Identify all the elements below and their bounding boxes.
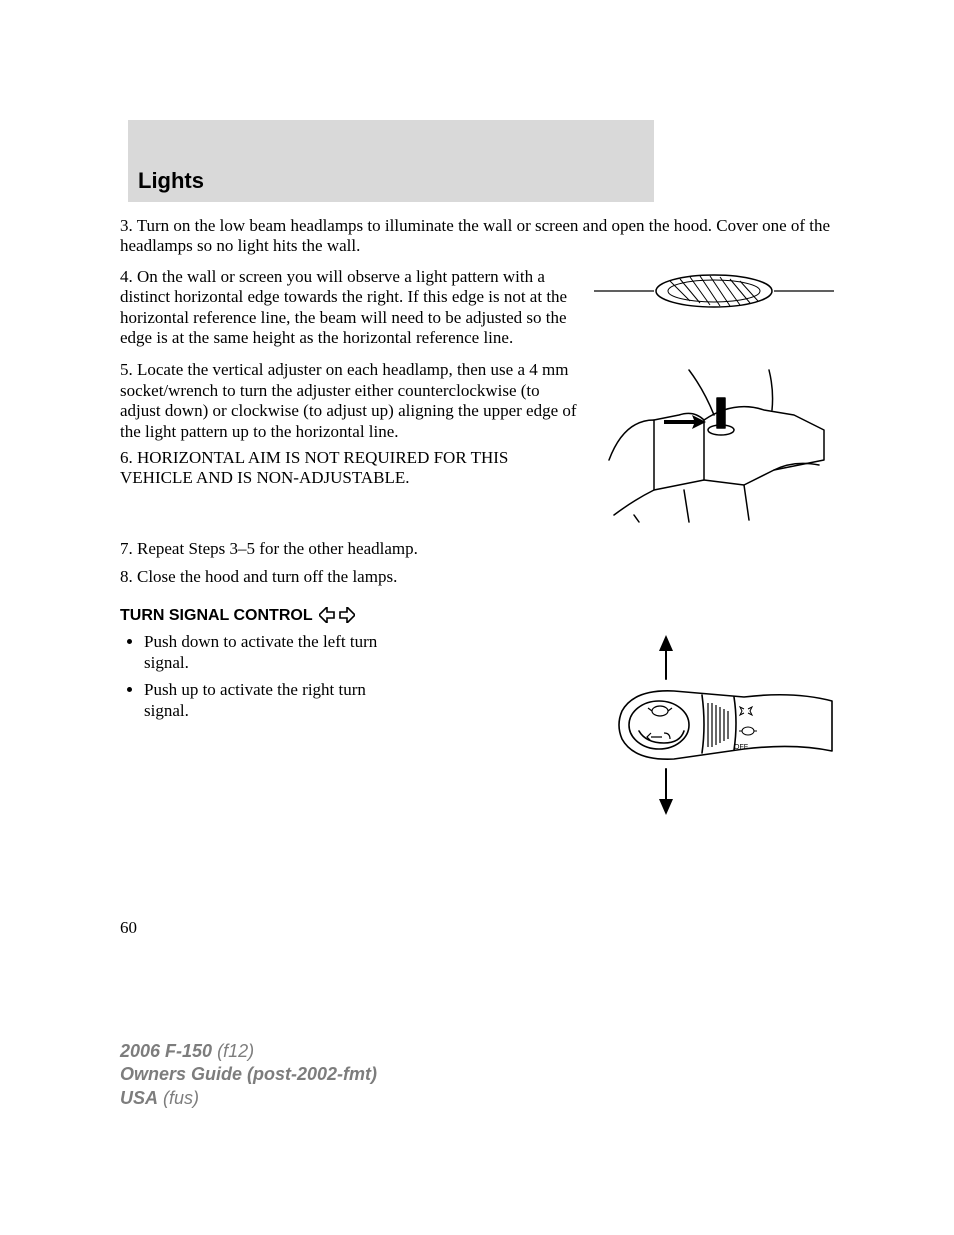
footer-model: 2006 F-150 <box>120 1041 212 1061</box>
footer-region-code: (fus) <box>158 1088 199 1108</box>
step-8: 8. Close the hood and turn off the lamps… <box>120 567 834 587</box>
headlamp-pattern-figure <box>594 267 834 320</box>
step-4-block: 4. On the wall or screen you will observ… <box>120 267 834 349</box>
section-title: Lights <box>138 168 204 194</box>
page-container: Lights 3. Turn on the low beam headlamps… <box>0 0 954 1235</box>
step-4-text-b: horizontal reference line, the beam will… <box>120 308 567 347</box>
headlamp-pattern-icon <box>594 267 834 315</box>
turn-signal-arrows-icon <box>319 607 355 623</box>
bullet-right-signal: Push up to activate the right turn signa… <box>144 679 414 722</box>
footer-region: USA <box>120 1088 158 1108</box>
turn-signal-heading-text: TURN SIGNAL CONTROL <box>120 606 313 625</box>
step-4-text-a: 4. On the wall or screen you will observ… <box>120 267 567 306</box>
turn-signal-stalk-figure: OFF <box>584 631 834 826</box>
footer-line-1: 2006 F-150 (f12) <box>120 1040 377 1063</box>
page-number: 60 <box>120 918 137 938</box>
footer-line-3: USA (fus) <box>120 1087 377 1110</box>
step-7: 7. Repeat Steps 3–5 for the other headla… <box>120 539 834 559</box>
step-3: 3. Turn on the low beam headlamps to ill… <box>120 216 834 257</box>
turn-signal-stalk-icon: OFF <box>584 631 834 821</box>
header-bar: Lights <box>128 120 654 202</box>
svg-text:OFF: OFF <box>734 744 748 751</box>
body-text: 3. Turn on the low beam headlamps to ill… <box>120 216 834 826</box>
turn-signal-bullets: Push down to activate the left turn sign… <box>120 631 414 722</box>
bullet-left-signal: Push down to activate the left turn sign… <box>144 631 414 674</box>
turn-signal-block: OFF Push down to activate the left turn … <box>120 631 834 826</box>
step-5-6-block: 5. Locate the vertical adjuster on each … <box>120 360 834 530</box>
footer-model-code: (f12) <box>212 1041 254 1061</box>
headlamp-adjuster-figure <box>594 360 834 530</box>
footer-block: 2006 F-150 (f12) Owners Guide (post-2002… <box>120 1040 377 1110</box>
footer-line-2: Owners Guide (post-2002-fmt) <box>120 1063 377 1086</box>
turn-signal-heading: TURN SIGNAL CONTROL <box>120 606 834 625</box>
headlamp-adjuster-icon <box>594 360 834 525</box>
